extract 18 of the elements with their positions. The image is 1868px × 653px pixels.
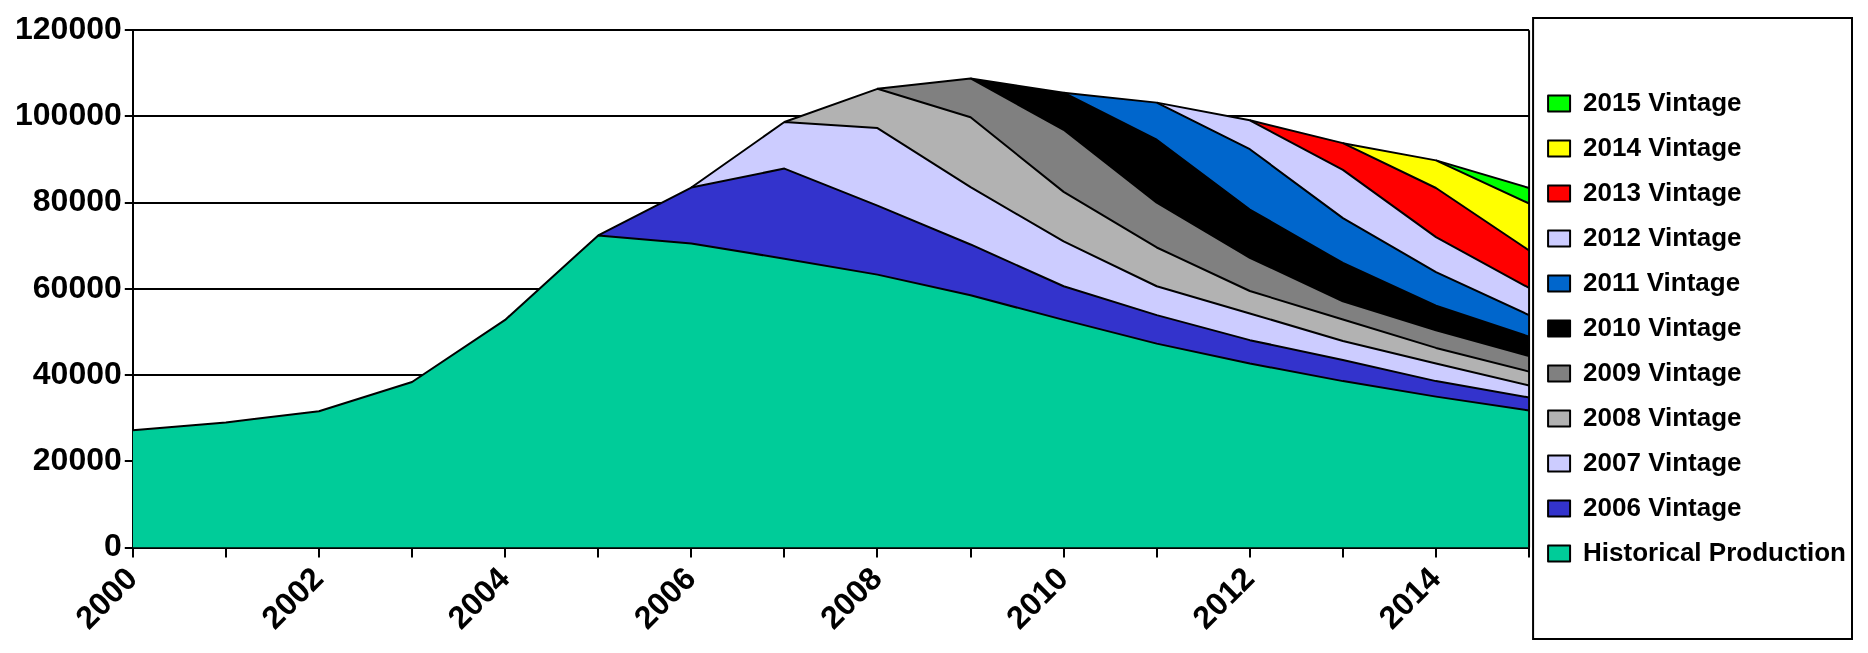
legend-label: 2015 Vintage <box>1583 86 1742 117</box>
legend-label: 2014 Vintage <box>1583 131 1742 162</box>
legend-label: 2008 Vintage <box>1583 401 1742 432</box>
y-tick-label: 60000 <box>32 268 122 305</box>
y-tick-label: 120000 <box>15 10 122 47</box>
legend-label: 2012 Vintage <box>1583 221 1742 252</box>
legend-label: 2009 Vintage <box>1583 356 1742 387</box>
legend-label: 2013 Vintage <box>1583 176 1742 207</box>
legend-label: 2007 Vintage <box>1583 446 1742 477</box>
legend-label: 2011 Vintage <box>1583 266 1741 297</box>
legend-label: 2010 Vintage <box>1583 311 1742 342</box>
y-tick-label: 40000 <box>32 354 122 391</box>
y-tick-label: 20000 <box>32 441 122 478</box>
y-tick-label: 0 <box>103 527 122 564</box>
legend-label: 2006 Vintage <box>1583 491 1742 522</box>
y-tick-label: 100000 <box>15 96 122 133</box>
legend-label: Historical Production <box>1583 536 1846 567</box>
y-tick-label: 80000 <box>32 182 122 219</box>
